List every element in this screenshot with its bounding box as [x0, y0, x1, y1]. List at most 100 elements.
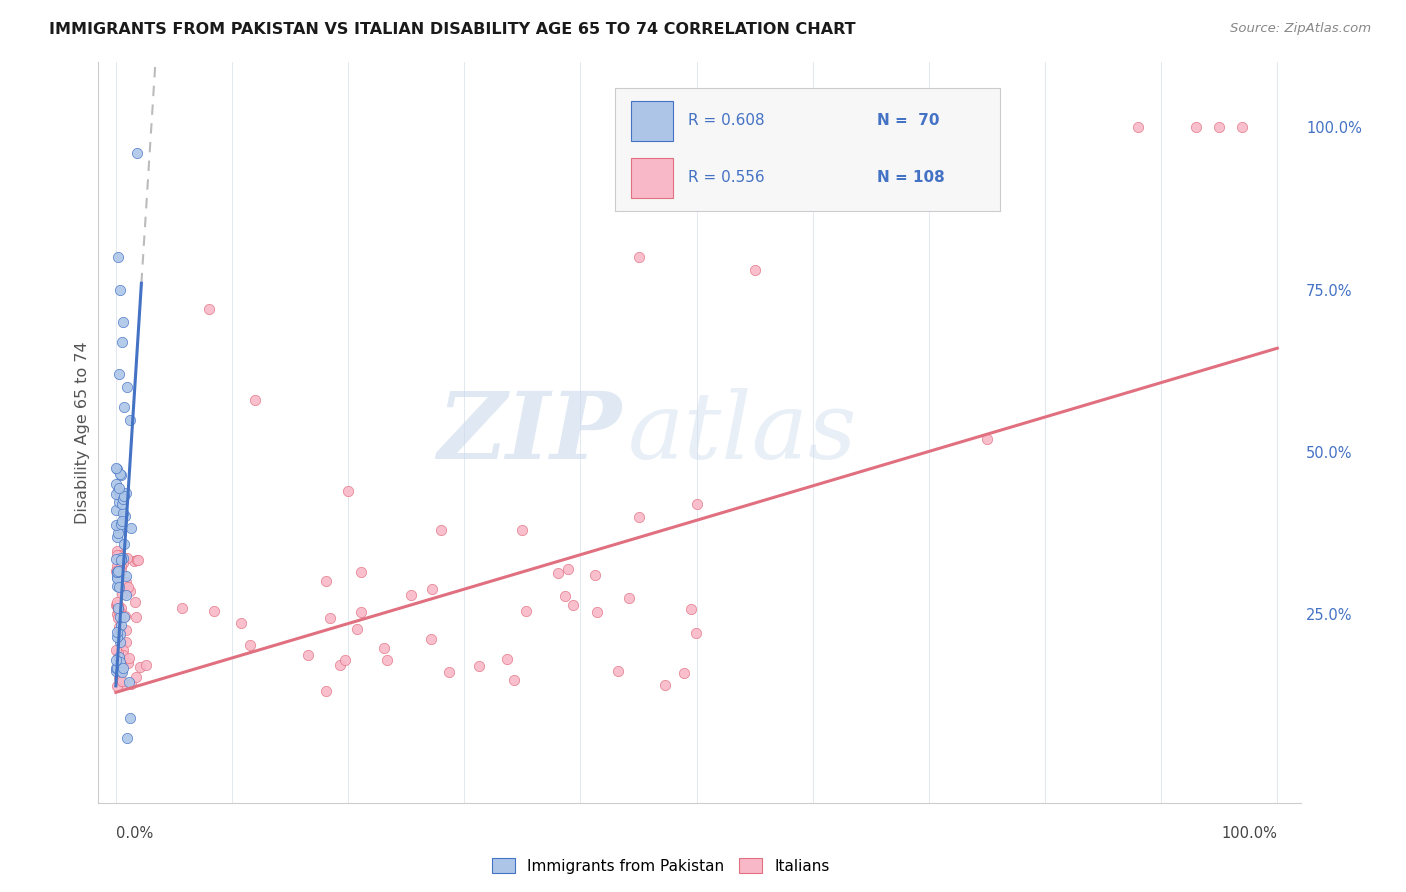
Point	[512, 523, 534, 537]
Point	[120, 677, 142, 691]
Point	[110, 665, 132, 679]
Point	[107, 660, 129, 674]
Point	[112, 489, 135, 503]
Point	[373, 640, 395, 655]
Point	[118, 651, 141, 665]
Point	[197, 302, 219, 317]
Point	[111, 491, 134, 506]
Legend: Immigrants from Pakistan, Italians: Immigrants from Pakistan, Italians	[485, 852, 837, 880]
Point	[170, 600, 193, 615]
Point	[110, 517, 132, 532]
Text: 0.0%: 0.0%	[115, 825, 153, 840]
Point	[108, 626, 131, 640]
Point	[114, 575, 136, 590]
Point	[681, 602, 703, 616]
Point	[105, 652, 128, 666]
Point	[105, 559, 128, 574]
Point	[108, 656, 131, 670]
Point	[496, 652, 519, 666]
Point	[110, 550, 132, 565]
Text: IMMIGRANTS FROM PAKISTAN VS ITALIAN DISABILITY AGE 65 TO 74 CORRELATION CHART: IMMIGRANTS FROM PAKISTAN VS ITALIAN DISA…	[49, 22, 856, 37]
Point	[110, 624, 132, 639]
Point	[1185, 120, 1208, 135]
Point	[111, 581, 134, 595]
Point	[437, 665, 460, 679]
Point	[107, 495, 129, 509]
Point	[105, 665, 128, 679]
Point	[111, 665, 134, 679]
Point	[110, 636, 132, 650]
Point	[315, 574, 337, 589]
Point	[108, 610, 131, 624]
Point	[127, 552, 149, 566]
Point	[606, 664, 628, 678]
Point	[107, 595, 129, 609]
Point	[112, 610, 135, 624]
Point	[562, 598, 585, 612]
Point	[105, 630, 128, 644]
Point	[124, 554, 146, 568]
Point	[120, 584, 142, 599]
Point	[105, 544, 128, 558]
Point	[105, 548, 128, 562]
Point	[115, 634, 138, 648]
Point	[107, 250, 129, 264]
Point	[350, 605, 373, 619]
Point	[115, 569, 138, 583]
Point	[350, 565, 373, 579]
Point	[114, 608, 136, 623]
Point	[111, 315, 134, 329]
Point	[107, 671, 129, 685]
Point	[420, 632, 443, 647]
Point	[329, 657, 352, 672]
Point	[654, 678, 676, 692]
Point	[105, 518, 128, 533]
Text: ZIP: ZIP	[437, 388, 621, 477]
Point	[557, 562, 579, 576]
Point	[744, 263, 766, 277]
Point	[107, 525, 129, 540]
Point	[108, 650, 131, 665]
Point	[112, 661, 135, 675]
Point	[107, 564, 129, 578]
Point	[111, 515, 134, 529]
Point	[110, 618, 132, 632]
Point	[685, 626, 707, 640]
Point	[125, 610, 148, 624]
Point	[117, 731, 139, 745]
Point	[112, 648, 135, 662]
Point	[108, 605, 131, 619]
Point	[105, 599, 128, 613]
Point	[112, 537, 135, 551]
Point	[319, 611, 342, 625]
Point	[503, 673, 526, 687]
Point	[127, 553, 149, 567]
Point	[105, 565, 128, 579]
Y-axis label: Disability Age 65 to 74: Disability Age 65 to 74	[75, 342, 90, 524]
Point	[112, 582, 135, 596]
Point	[128, 660, 150, 674]
Point	[105, 486, 128, 500]
Point	[112, 506, 135, 520]
Point	[586, 605, 609, 619]
Text: Source: ZipAtlas.com: Source: ZipAtlas.com	[1230, 22, 1371, 36]
Point	[107, 580, 129, 594]
Text: 100.0%: 100.0%	[1222, 825, 1277, 840]
Point	[105, 461, 128, 475]
Point	[111, 674, 134, 689]
Point	[111, 557, 134, 571]
Point	[107, 579, 129, 593]
Point	[105, 598, 128, 612]
Point	[120, 521, 142, 535]
Point	[115, 581, 138, 595]
Point	[105, 607, 128, 621]
Point	[245, 393, 267, 408]
Point	[229, 616, 252, 631]
Point	[110, 283, 132, 297]
Point	[297, 648, 319, 662]
Point	[108, 620, 131, 634]
Point	[107, 570, 129, 584]
Point	[672, 666, 695, 681]
Point	[117, 380, 139, 394]
Point	[976, 432, 998, 446]
